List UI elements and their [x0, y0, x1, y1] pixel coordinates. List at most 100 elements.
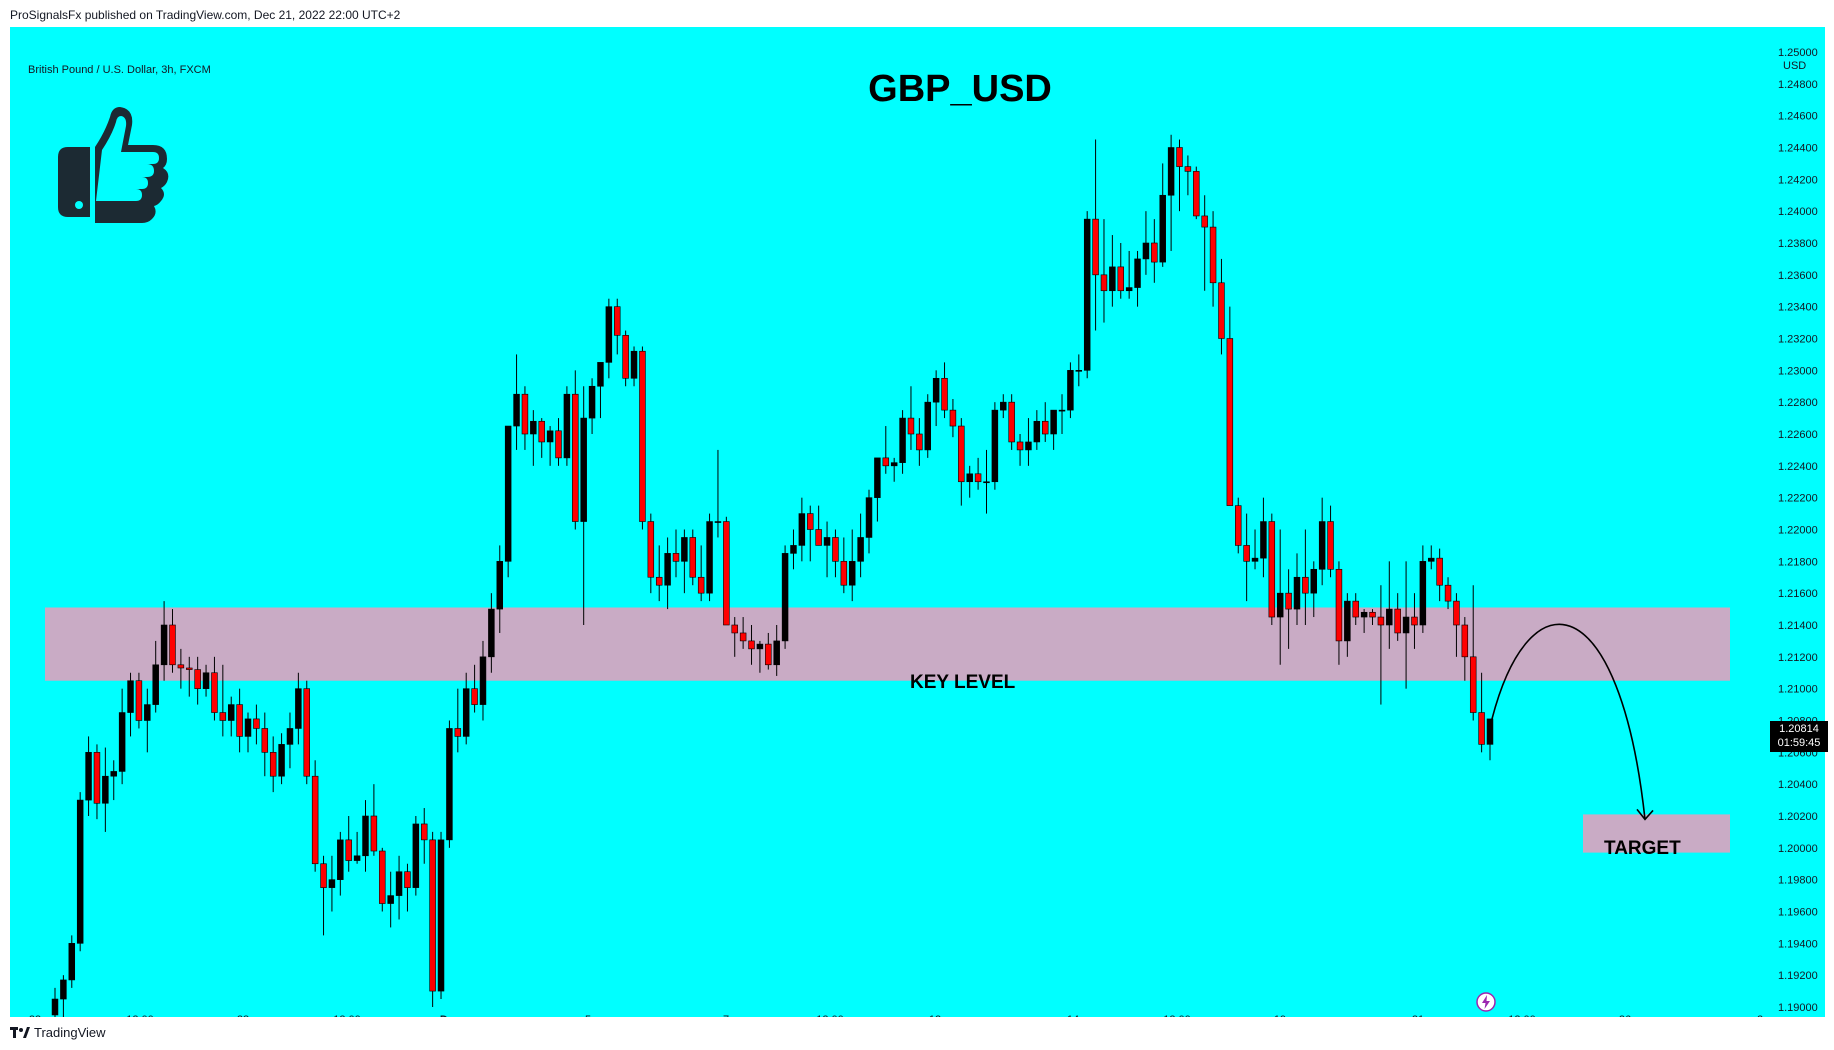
x-tick-label: Dec	[440, 1014, 460, 1017]
candle-body	[882, 457, 890, 467]
candle-body	[479, 656, 487, 705]
candle-body	[1444, 584, 1452, 602]
candle	[488, 593, 495, 673]
candle	[118, 688, 126, 785]
candle-body	[1394, 608, 1401, 634]
candle	[773, 625, 780, 676]
candle-body	[177, 664, 185, 669]
chart-plot-area[interactable]: 1.19000 1.19200 1.19400 1.19600 1.19800 1.200…	[10, 27, 1828, 1017]
candle-body	[723, 521, 730, 626]
candle-body	[1033, 420, 1041, 443]
candle-body	[1327, 521, 1334, 570]
candle	[1386, 561, 1393, 649]
y-tick-label: 1.21400	[1778, 620, 1818, 632]
candle	[462, 672, 470, 745]
candle-body	[689, 537, 697, 578]
arrowhead-icon	[1636, 808, 1654, 821]
candle	[790, 529, 797, 570]
candle-body	[1369, 611, 1376, 618]
candle	[521, 386, 529, 450]
target-label: TARGET	[1604, 838, 1681, 859]
candle	[504, 425, 512, 578]
candle-body	[1209, 226, 1217, 284]
candle-body	[1067, 370, 1074, 411]
candle	[227, 696, 235, 737]
candle	[739, 617, 747, 649]
x-tick-label: 23	[29, 1014, 41, 1017]
candle	[1201, 195, 1208, 291]
key-level-zone	[45, 607, 1730, 681]
candle-body	[227, 704, 235, 721]
candle	[93, 744, 101, 820]
candle-body	[1453, 600, 1460, 626]
candle-body	[932, 377, 940, 403]
candle	[1276, 529, 1284, 665]
candle	[1218, 258, 1225, 355]
footer-brand: TradingView	[34, 1025, 106, 1040]
key-level-label: KEY LEVEL	[910, 672, 1016, 693]
candle	[345, 816, 352, 872]
candle	[916, 418, 923, 466]
y-tick-label: 1.19600	[1778, 907, 1818, 919]
candle-body	[697, 576, 705, 594]
candle	[899, 410, 906, 474]
candle	[874, 457, 881, 522]
candle-body	[345, 839, 352, 861]
candle	[320, 855, 327, 936]
candle-body	[295, 688, 302, 729]
candle-body	[1083, 218, 1091, 371]
candle-body	[538, 420, 545, 443]
y-tick-label: 1.24400	[1778, 143, 1818, 155]
y-tick-label: 1.24200	[1778, 174, 1818, 186]
candle-body	[110, 771, 117, 777]
candle-body	[739, 632, 747, 642]
candle	[1411, 593, 1418, 649]
candle	[370, 784, 378, 856]
candle-body	[563, 393, 571, 459]
candle	[890, 457, 898, 482]
candle-body	[454, 728, 462, 737]
lightning-icon[interactable]	[1476, 992, 1496, 1012]
candle-body	[1218, 282, 1225, 339]
candle	[1310, 561, 1318, 618]
candle-body	[773, 640, 780, 666]
candle	[446, 720, 453, 848]
x-tick-label: 2	[1757, 1014, 1763, 1017]
y-tick-label: 1.19200	[1778, 970, 1818, 982]
candle-body	[1335, 568, 1343, 642]
candle-body	[60, 979, 67, 1000]
y-tick-label: 1.20400	[1778, 779, 1818, 791]
candle	[924, 394, 931, 458]
candlestick-chart[interactable]: 1.19000 1.19200 1.19400 1.19600 1.19800 1.200…	[10, 27, 1825, 1017]
candle	[1461, 617, 1469, 681]
candle-body	[781, 553, 789, 642]
candle	[160, 601, 168, 681]
candle	[1402, 561, 1410, 689]
y-tick-label: 1.19000	[1778, 1002, 1818, 1014]
candle-body	[421, 823, 428, 841]
y-tick-label: 1.22600	[1778, 429, 1818, 441]
y-tick-label: 1.24800	[1778, 79, 1818, 91]
candle-body	[118, 712, 126, 772]
candle	[1033, 410, 1041, 450]
candle	[697, 545, 705, 602]
candle-body	[807, 513, 814, 530]
y-tick-label: 1.23200	[1778, 334, 1818, 346]
candle	[857, 513, 864, 578]
x-tick-label: 7	[723, 1014, 729, 1017]
x-tick-label: 19	[1274, 1014, 1286, 1017]
candle	[1125, 250, 1133, 299]
candle-body	[974, 473, 982, 483]
candle	[1369, 609, 1376, 625]
candle	[1016, 434, 1024, 466]
candle-body	[521, 393, 529, 435]
candle-body	[1402, 616, 1410, 634]
candle-body	[395, 871, 403, 896]
candle-body	[194, 669, 201, 689]
candle-body	[169, 624, 176, 666]
candle-body	[1226, 338, 1234, 506]
candle	[1360, 609, 1368, 633]
candle-body	[672, 553, 680, 562]
candle	[496, 545, 504, 633]
footer[interactable]: TradingView	[10, 1025, 106, 1040]
